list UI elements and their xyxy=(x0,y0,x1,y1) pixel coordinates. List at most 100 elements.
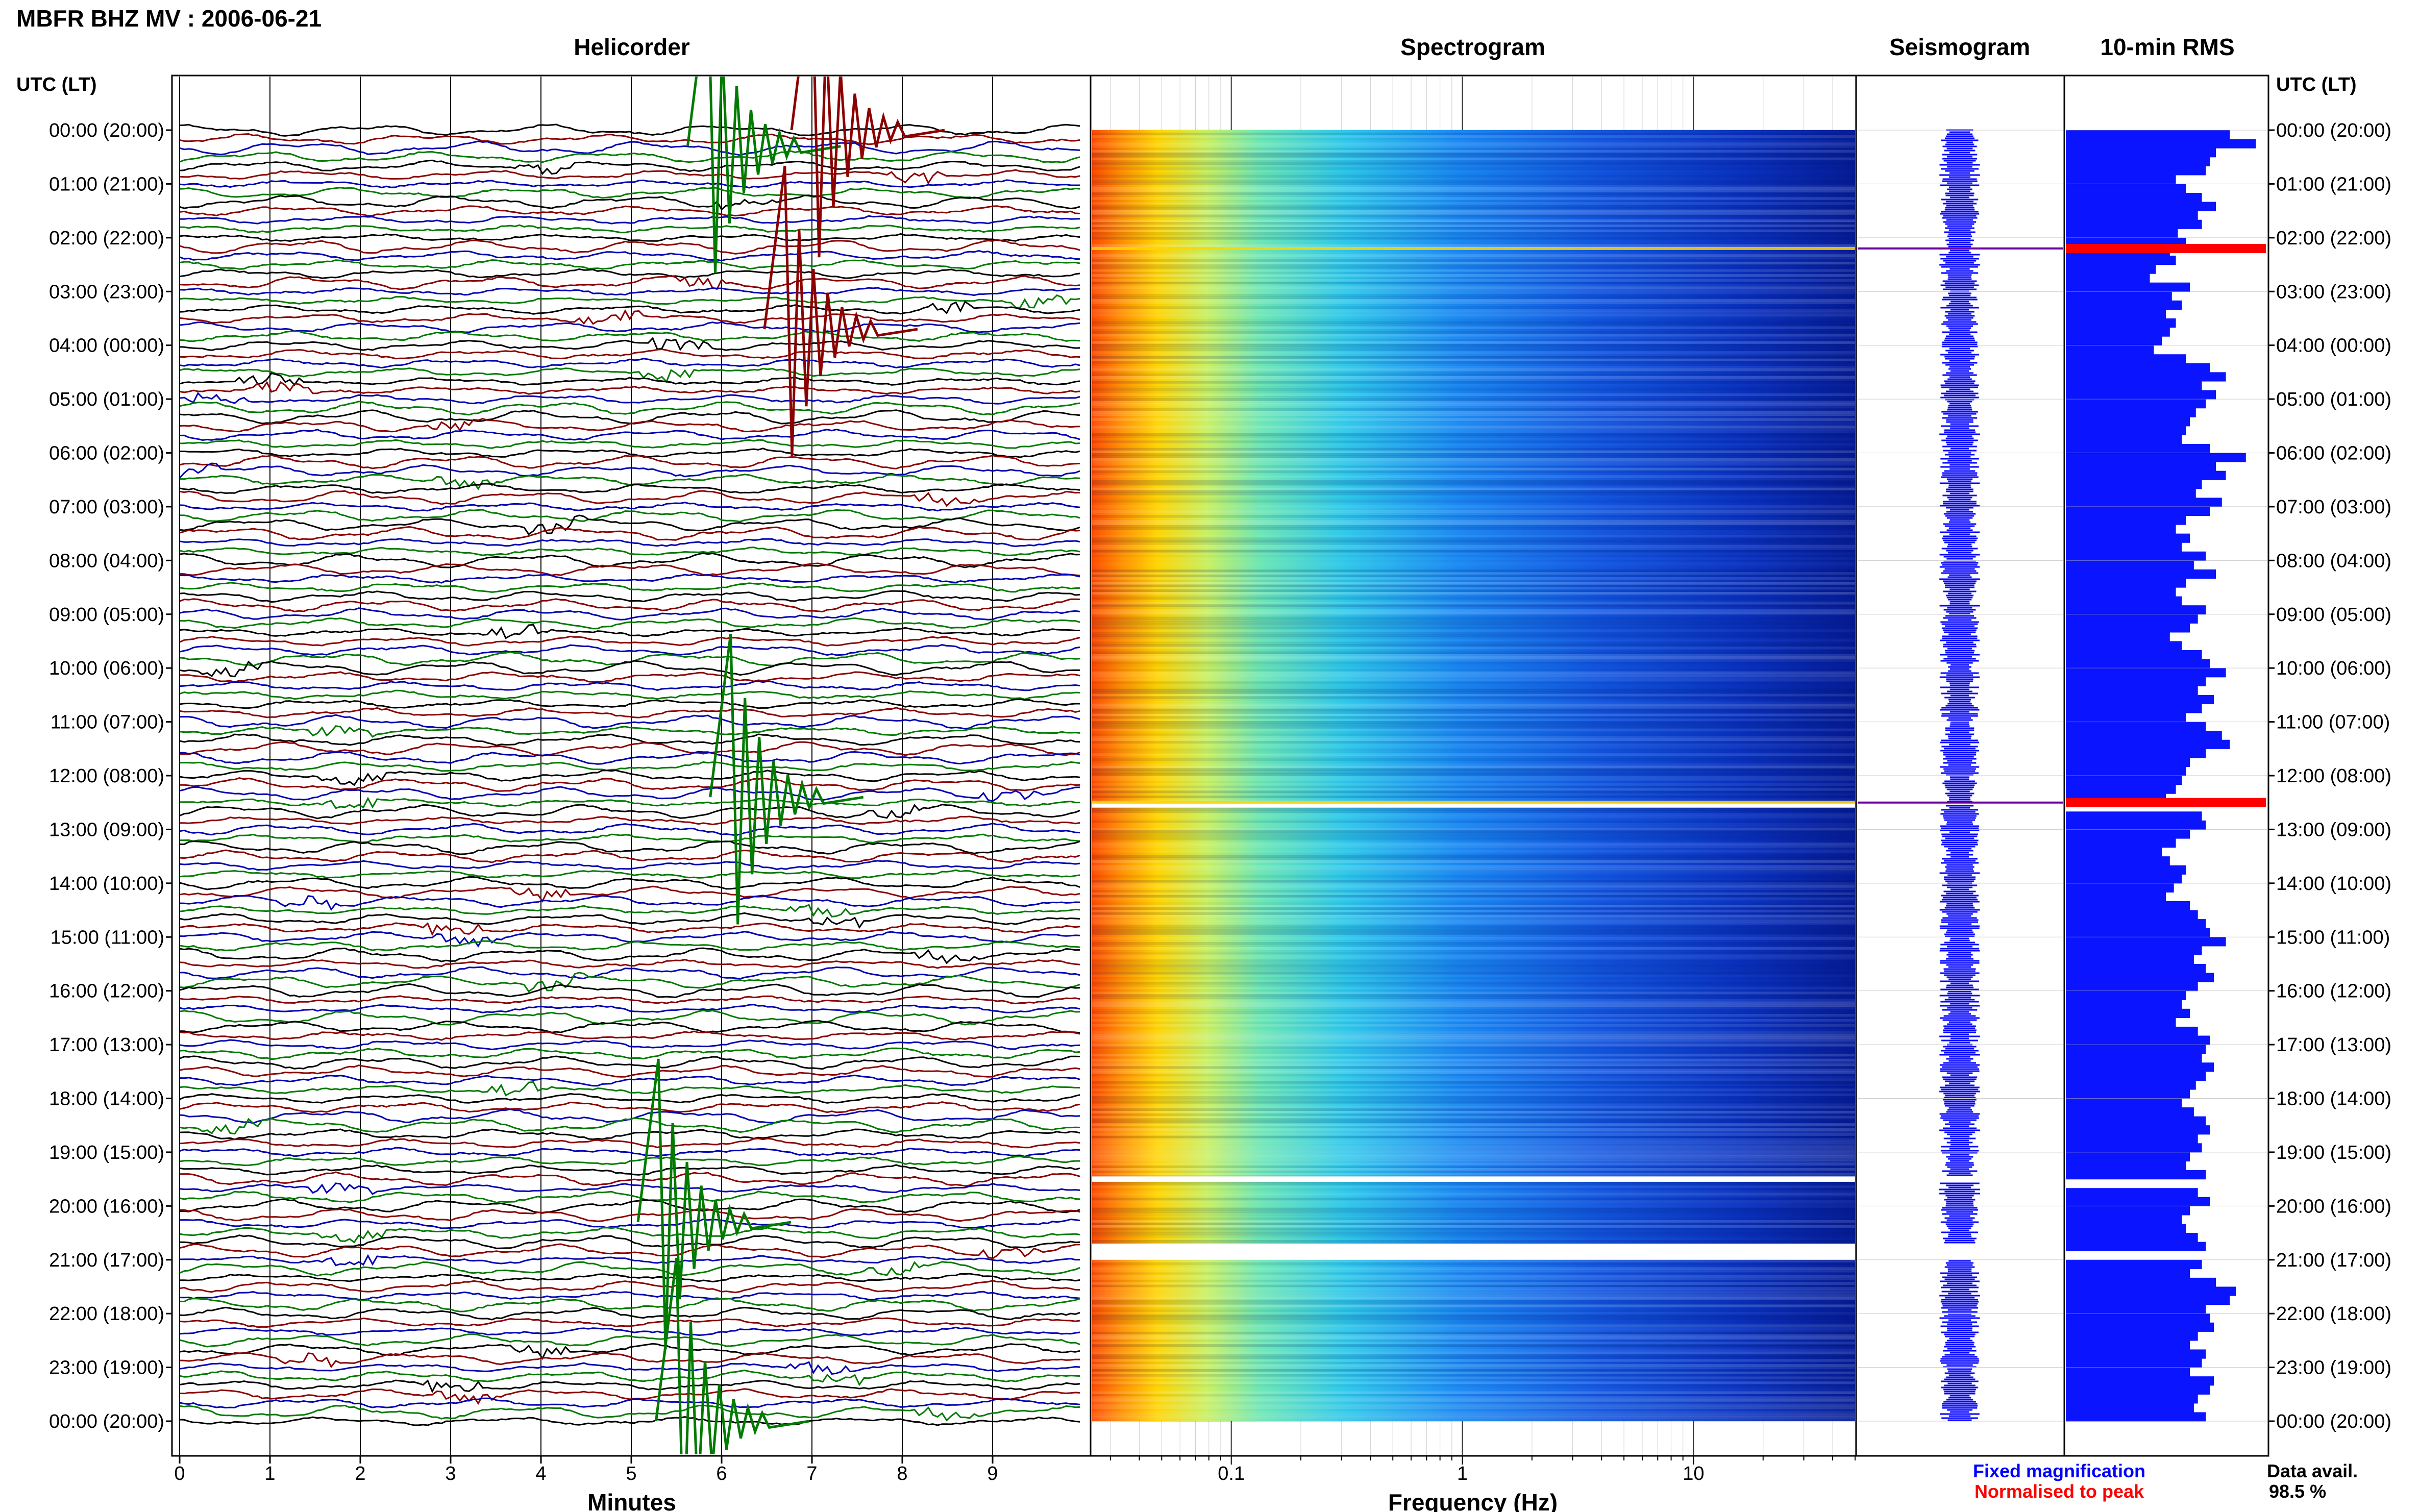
spectrogram-row xyxy=(1092,1282,1855,1285)
spectrogram-row xyxy=(1092,1133,1855,1136)
helicorder-trace xyxy=(179,514,1080,535)
spectrogram-row xyxy=(1092,1240,1855,1243)
rms-bar xyxy=(2066,488,2196,498)
rms-bar xyxy=(2066,399,2206,409)
rms-bar xyxy=(2066,811,2202,821)
spectrogram-row xyxy=(1092,485,1855,488)
spectrogram-row xyxy=(1092,855,1855,858)
spectrogram-row xyxy=(1092,244,1855,247)
spectrogram-row xyxy=(1092,1148,1855,1151)
spectrogram-row xyxy=(1092,356,1855,359)
spectrogram-row xyxy=(1092,552,1855,555)
rms-bar xyxy=(2066,354,2186,364)
spectrogram-row xyxy=(1092,977,1855,980)
hour-label-right: 12:00 (08:00) xyxy=(2276,765,2391,787)
rms-bar xyxy=(2066,928,2210,937)
spectrogram-row xyxy=(1092,416,1855,418)
helicorder-trace xyxy=(179,547,1080,556)
helicorder-trace xyxy=(179,590,1080,603)
spectrogram-row xyxy=(1092,776,1855,779)
spectrogram-row xyxy=(1092,266,1855,269)
spectrogram-row xyxy=(1092,1279,1855,1283)
spectrogram-row xyxy=(1092,1371,1855,1375)
spectrogram-row xyxy=(1092,1284,1855,1287)
spectrogram-row xyxy=(1092,1014,1855,1017)
rms-bar xyxy=(2066,910,2198,920)
hour-label-right: 06:00 (02:00) xyxy=(2276,443,2391,464)
helicorder-trace xyxy=(179,1117,1080,1135)
spectrogram-row xyxy=(1092,837,1855,840)
hour-label-right: 15:00 (11:00) xyxy=(2276,927,2390,948)
spectrogram-row xyxy=(1092,1327,1855,1330)
rms-bar xyxy=(2066,219,2202,229)
legend-normalised-to-peak: Normalised to peak xyxy=(1974,1481,2144,1502)
spectrogram-row xyxy=(1092,368,1855,371)
helicorder-trace xyxy=(179,797,1080,809)
hour-label-right: 01:00 (21:00) xyxy=(2276,173,2391,195)
hour-label-left: 17:00 (13:00) xyxy=(49,1034,164,1056)
spectrogram-row xyxy=(1092,711,1855,714)
spectrogram-row xyxy=(1092,465,1855,468)
minute-tick-label: 4 xyxy=(535,1463,546,1484)
hour-label-left: 16:00 (12:00) xyxy=(49,981,164,1002)
rms-bar xyxy=(2066,470,2226,480)
spectrogram-row xyxy=(1092,1317,1855,1320)
spectrogram-row xyxy=(1092,681,1855,684)
helicorder-trace xyxy=(179,268,1080,279)
spectrogram-row xyxy=(1092,591,1855,595)
spectrogram-row xyxy=(1092,609,1855,612)
spectrogram-row xyxy=(1092,1277,1855,1280)
helicorder-trace xyxy=(179,490,1080,507)
spectrogram-row xyxy=(1092,1322,1855,1325)
spectrogram-row xyxy=(1092,740,1855,744)
spectrogram-row xyxy=(1092,232,1855,235)
rms-bar xyxy=(2066,506,2210,516)
spectrogram-row xyxy=(1092,1076,1855,1079)
rms-bar xyxy=(2066,1304,2206,1314)
rms-panel xyxy=(2063,75,2269,1457)
spectrogram-row xyxy=(1092,641,1855,645)
spectrogram-row xyxy=(1092,992,1855,995)
hour-label-left: 06:00 (02:00) xyxy=(49,443,164,464)
helicorder-trace xyxy=(179,1397,1080,1409)
spectrogram-row xyxy=(1092,857,1855,860)
spectrogram-row xyxy=(1092,227,1855,230)
spectrogram-row xyxy=(1092,1069,1855,1072)
spectrogram-row xyxy=(1092,358,1855,361)
spectrogram-row xyxy=(1092,349,1855,352)
spectrogram-row xyxy=(1092,318,1855,322)
helicorder-event xyxy=(655,1257,809,1454)
hour-label-right: 20:00 (16:00) xyxy=(2276,1196,2391,1217)
spectrogram-row xyxy=(1092,1044,1855,1047)
spectrogram-row xyxy=(1092,756,1855,758)
spectrogram-row xyxy=(1092,1339,1855,1342)
hour-label-left: 20:00 (16:00) xyxy=(49,1196,164,1217)
spectrogram-row xyxy=(1092,1356,1855,1359)
spectrogram-row xyxy=(1092,619,1855,622)
spectrogram-row xyxy=(1092,393,1855,396)
spectrogram-row xyxy=(1092,336,1855,339)
spectrogram-title: Spectrogram xyxy=(1400,34,1545,60)
spectrogram-row xyxy=(1092,1141,1855,1144)
spectrogram-row xyxy=(1092,338,1855,342)
spectrogram-row xyxy=(1092,1232,1855,1235)
spectrogram-row xyxy=(1092,1409,1855,1411)
spectrogram-gap xyxy=(1092,802,1855,808)
spectrogram-row xyxy=(1092,1401,1855,1404)
helicorder-trace xyxy=(179,215,1080,225)
spectrogram-row xyxy=(1092,279,1855,282)
hour-label-left: 19:00 (15:00) xyxy=(49,1142,164,1163)
minutes-axis-title: Minutes xyxy=(587,1489,676,1512)
spectrogram-row xyxy=(1092,922,1855,925)
spectrogram-row xyxy=(1092,326,1855,329)
spectrogram-row xyxy=(1092,515,1855,518)
rms-bar xyxy=(2066,318,2176,328)
spectrogram-row xyxy=(1092,602,1855,605)
helicorder-trace xyxy=(179,287,1080,296)
spectrogram-row xyxy=(1092,651,1855,655)
hour-label-left: 07:00 (03:00) xyxy=(49,497,164,518)
spectrogram-row xyxy=(1092,281,1855,285)
spectrogram-row xyxy=(1092,373,1855,377)
spectrogram-row xyxy=(1092,691,1855,694)
rms-bar xyxy=(2066,865,2186,875)
